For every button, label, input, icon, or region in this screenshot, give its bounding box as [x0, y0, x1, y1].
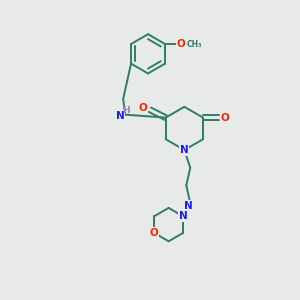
- Text: O: O: [139, 103, 148, 113]
- Text: CH₃: CH₃: [187, 40, 202, 50]
- Text: H: H: [122, 106, 130, 115]
- Text: O: O: [176, 39, 185, 49]
- Text: N: N: [116, 111, 124, 121]
- Text: O: O: [220, 112, 229, 123]
- Text: O: O: [150, 228, 159, 238]
- Text: N: N: [179, 211, 188, 221]
- Text: N: N: [180, 145, 189, 155]
- Text: N: N: [184, 201, 193, 211]
